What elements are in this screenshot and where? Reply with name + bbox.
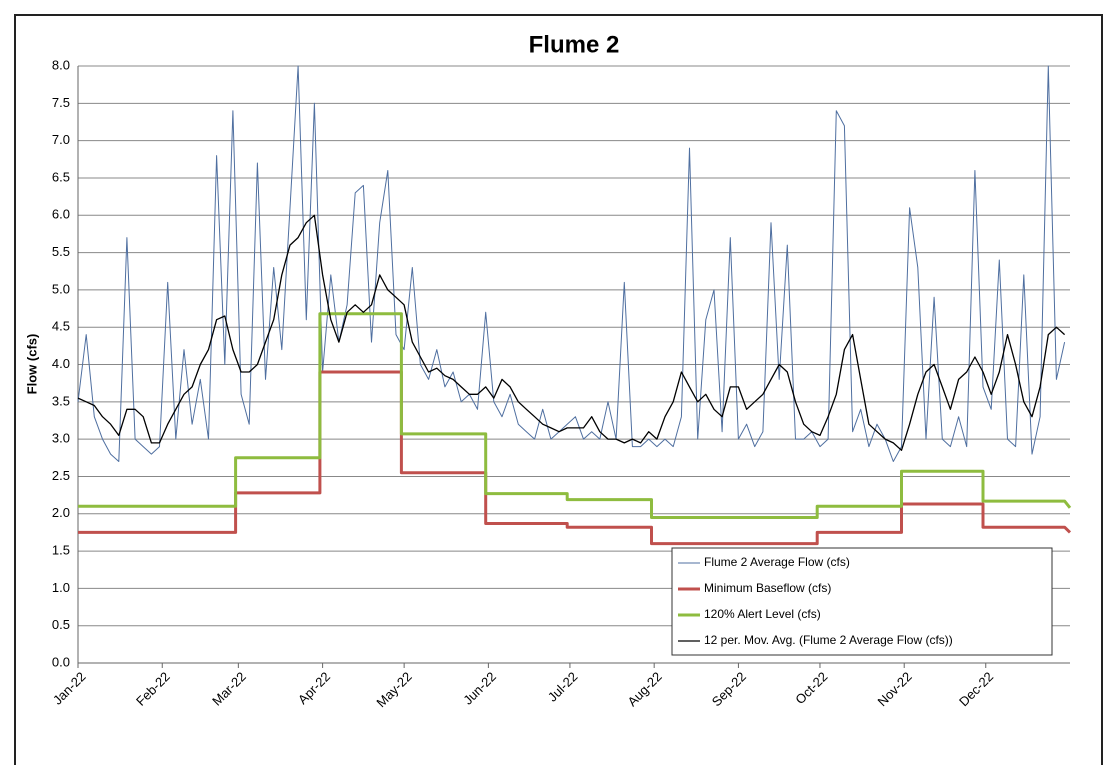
y-axis-label: Flow (cfs) xyxy=(24,334,39,395)
y-tick-label: 4.0 xyxy=(52,356,70,371)
y-tick-label: 8.0 xyxy=(52,57,70,72)
series-line xyxy=(77,214,1066,451)
y-tick-label: 5.0 xyxy=(52,281,70,296)
y-tick-label: 7.5 xyxy=(52,95,70,110)
y-tick-label: 7.0 xyxy=(52,132,70,147)
y-tick-label: 3.5 xyxy=(52,393,70,408)
y-tick-label: 1.0 xyxy=(52,580,70,595)
y-tick-label: 0.0 xyxy=(52,654,70,669)
y-tick-label: 2.0 xyxy=(52,505,70,520)
legend-label: Minimum Baseflow (cfs) xyxy=(704,581,831,595)
y-tick-label: 4.5 xyxy=(52,319,70,334)
y-tick-label: 2.5 xyxy=(52,468,70,483)
y-tick-label: 6.0 xyxy=(52,207,70,222)
legend-label: 120% Alert Level (cfs) xyxy=(704,607,821,621)
legend-label: 12 per. Mov. Avg. (Flume 2 Average Flow … xyxy=(704,633,953,647)
legend-label: Flume 2 Average Flow (cfs) xyxy=(704,555,850,569)
legend-box xyxy=(671,547,1053,656)
y-tick-label: 6.5 xyxy=(52,169,70,184)
y-tick-label: 0.5 xyxy=(52,617,70,632)
y-tick-label: 3.0 xyxy=(52,431,70,446)
y-tick-label: 5.5 xyxy=(52,244,70,259)
series-line xyxy=(78,312,1072,519)
chart-title: Flume 2 xyxy=(529,31,620,58)
y-tick-label: 1.5 xyxy=(52,543,70,558)
